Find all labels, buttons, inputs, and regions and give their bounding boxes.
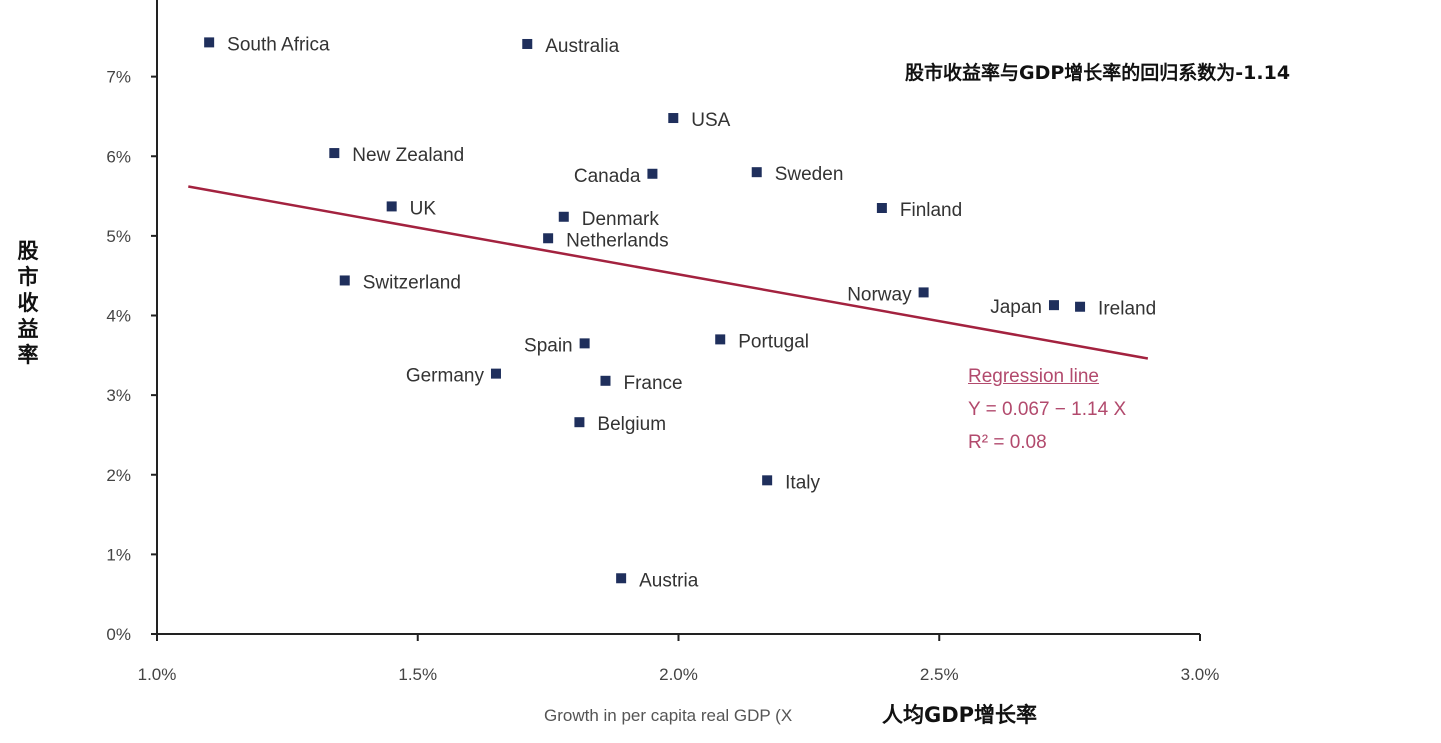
point-label: Canada [574, 166, 641, 187]
point-label: Portugal [738, 331, 809, 352]
data-point [1075, 301, 1086, 312]
point-label: Denmark [582, 209, 660, 230]
y-tick-label: 2% [106, 466, 131, 485]
point-label: UK [410, 198, 437, 219]
data-point [715, 334, 726, 345]
data-point [600, 375, 611, 386]
y-tick-label: 3% [106, 386, 131, 405]
data-point [668, 113, 679, 124]
x-tick-label: 2.0% [659, 665, 698, 684]
data-point [647, 168, 658, 179]
regression-equation: Y = 0.067 − 1.14 X [968, 399, 1127, 420]
y-tick-label: 1% [106, 545, 131, 564]
point-label: Netherlands [566, 230, 668, 251]
data-point [762, 475, 773, 486]
x-axis-label: Growth in per capita real GDP (X [544, 706, 793, 725]
y-axis-label: 股市收益率 [17, 239, 39, 367]
point-label: Belgium [597, 414, 666, 435]
point-label: New Zealand [352, 145, 464, 166]
data-point [1048, 300, 1059, 311]
data-point [204, 37, 215, 48]
point-label: Norway [847, 284, 912, 305]
data-point [574, 417, 585, 428]
point-label: Austria [639, 570, 699, 591]
x-tick-label: 1.5% [398, 665, 437, 684]
data-point [386, 201, 397, 212]
point-label: Germany [406, 366, 485, 387]
data-point [558, 211, 569, 222]
point-label: USA [691, 110, 730, 131]
y-tick-label: 7% [106, 68, 131, 87]
data-point [522, 38, 533, 49]
data-point [490, 368, 501, 379]
x-tick-label: 3.0% [1181, 665, 1220, 684]
x-axis-label-cn: 人均GDP增长率 [882, 703, 1038, 727]
regression-r2: R² = 0.08 [968, 432, 1047, 453]
point-label: Italy [785, 472, 820, 493]
data-point [751, 167, 762, 178]
x-tick-label: 1.0% [138, 665, 177, 684]
regression-legend: Regression line Y = 0.067 − 1.14 X R² = … [968, 360, 1126, 459]
point-label: Switzerland [363, 272, 461, 293]
data-point [579, 338, 590, 349]
y-tick-label: 5% [106, 227, 131, 246]
y-tick-label: 4% [106, 307, 131, 326]
point-label: France [623, 373, 682, 394]
chart-annotation: 股市收益率与GDP增长率的回归系数为-1.14 [905, 62, 1291, 84]
point-label: Finland [900, 200, 962, 221]
point-label: Japan [990, 297, 1042, 318]
y-tick-label: 6% [106, 147, 131, 166]
regression-line [188, 185, 1149, 360]
x-tick-label: 2.5% [920, 665, 959, 684]
y-tick-label: 0% [106, 625, 131, 644]
point-label: Australia [545, 36, 619, 57]
point-label: Spain [524, 335, 573, 356]
data-point [543, 233, 554, 244]
data-point [876, 203, 887, 214]
point-label: South Africa [227, 34, 330, 55]
data-point [616, 573, 627, 584]
point-label: Sweden [775, 164, 844, 185]
data-point [918, 287, 929, 298]
data-point [329, 148, 340, 159]
data-point [339, 275, 350, 286]
point-label: Ireland [1098, 299, 1156, 320]
regression-label: Regression line [968, 366, 1099, 387]
